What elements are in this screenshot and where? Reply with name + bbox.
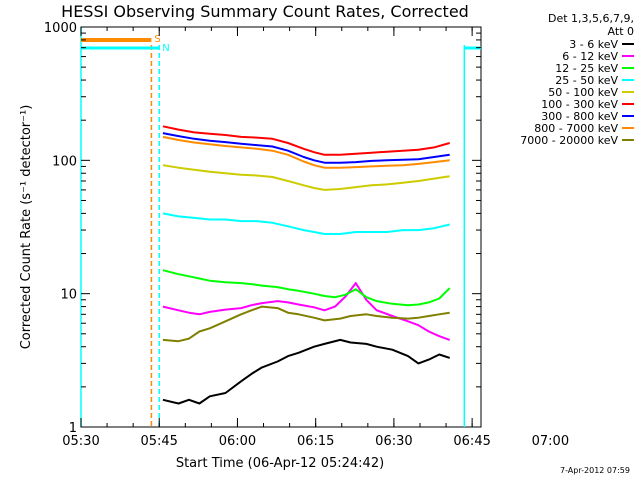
legend-entry-label: 25 - 50 keV bbox=[555, 73, 618, 87]
legend-swatch bbox=[622, 103, 634, 105]
legend-entry: 100 - 300 keV bbox=[486, 97, 634, 111]
y-tick-label: 1 bbox=[69, 421, 77, 436]
y-tick-label: 100 bbox=[52, 154, 77, 169]
legend-header-attenuator: Att 0 bbox=[607, 25, 634, 38]
x-tick-label: 06:45 bbox=[453, 434, 490, 449]
x-tick-label: 06:00 bbox=[219, 434, 256, 449]
y-tick-label: 1000 bbox=[44, 21, 77, 36]
night-flag-label: N bbox=[162, 43, 169, 54]
timestamp: 7-Apr-2012 07:59 bbox=[560, 466, 630, 475]
series-line-2 bbox=[162, 269, 451, 307]
y-tick-label: 10 bbox=[60, 288, 77, 303]
y-axis-label: Corrected Count Rate (s⁻¹ detector⁻¹) bbox=[19, 105, 34, 350]
series-group bbox=[162, 125, 451, 405]
legend-swatch bbox=[622, 91, 634, 93]
legend-entry-label: 300 - 800 keV bbox=[541, 109, 618, 123]
series-line-6 bbox=[162, 132, 450, 164]
legend-swatch bbox=[622, 67, 634, 69]
annotations-group: SN bbox=[80, 27, 481, 427]
legend-entry-label: 800 - 7000 keV bbox=[534, 121, 618, 135]
legend-entry: 3 - 6 keV bbox=[486, 37, 634, 51]
series-line-3 bbox=[162, 212, 450, 235]
legend-entry-label: 12 - 25 keV bbox=[555, 61, 618, 75]
legend-swatch bbox=[622, 55, 634, 57]
x-tick-label: 05:30 bbox=[62, 434, 99, 449]
legend-entry: 25 - 50 keV bbox=[486, 73, 634, 87]
legend-entry: 800 - 7000 keV bbox=[486, 121, 634, 135]
legend-entries: 3 - 6 keV 6 - 12 keV 12 - 25 keV 25 - 50 ke… bbox=[486, 37, 634, 147]
legend: Det 1,3,5,6,7,9, Att 0 3 - 6 keV 6 - 12 k… bbox=[486, 12, 634, 147]
legend-swatch bbox=[622, 115, 634, 117]
x-tick-label: 05:45 bbox=[140, 434, 177, 449]
legend-entry: 300 - 800 keV bbox=[486, 109, 634, 123]
series-line-7 bbox=[162, 135, 450, 169]
series-line-8 bbox=[162, 305, 450, 343]
legend-header-detectors: Det 1,3,5,6,7,9, bbox=[547, 12, 634, 25]
series-line-5 bbox=[162, 125, 450, 156]
legend-swatch bbox=[622, 79, 634, 81]
legend-entry: 6 - 12 keV bbox=[486, 49, 634, 63]
legend-swatch bbox=[622, 127, 634, 129]
saa-flag-label: S bbox=[154, 34, 160, 45]
axes-group: 1 10 100 1000 05:30 05:45 06:00 06:15 06:30 06:45… bbox=[44, 21, 569, 449]
legend-entry-label: 100 - 300 keV bbox=[541, 97, 618, 111]
x-axis-label: Start Time (06-Apr-12 05:24:42) bbox=[176, 456, 384, 471]
series-line-0 bbox=[162, 338, 451, 405]
series-line-4 bbox=[162, 164, 450, 191]
legend-entry-label: 7000 - 20000 keV bbox=[520, 133, 618, 147]
x-tick-label: 07:00 bbox=[532, 434, 569, 449]
legend-entry-label: 3 - 6 keV bbox=[569, 37, 618, 51]
legend-entry: 12 - 25 keV bbox=[486, 61, 634, 75]
plot-frame bbox=[80, 26, 482, 428]
chart-title: HESSI Observing Summary Count Rates, Cor… bbox=[61, 2, 469, 21]
legend-swatch bbox=[622, 139, 634, 141]
series-line-1 bbox=[162, 282, 451, 341]
x-tick-label: 06:15 bbox=[297, 434, 334, 449]
legend-entry-label: 50 - 100 keV bbox=[548, 85, 618, 99]
legend-swatch bbox=[622, 43, 634, 45]
legend-entry: 50 - 100 keV bbox=[486, 85, 634, 99]
legend-entry-label: 6 - 12 keV bbox=[562, 49, 618, 63]
x-tick-label: 06:30 bbox=[375, 434, 412, 449]
legend-entry: 7000 - 20000 keV bbox=[486, 133, 634, 147]
